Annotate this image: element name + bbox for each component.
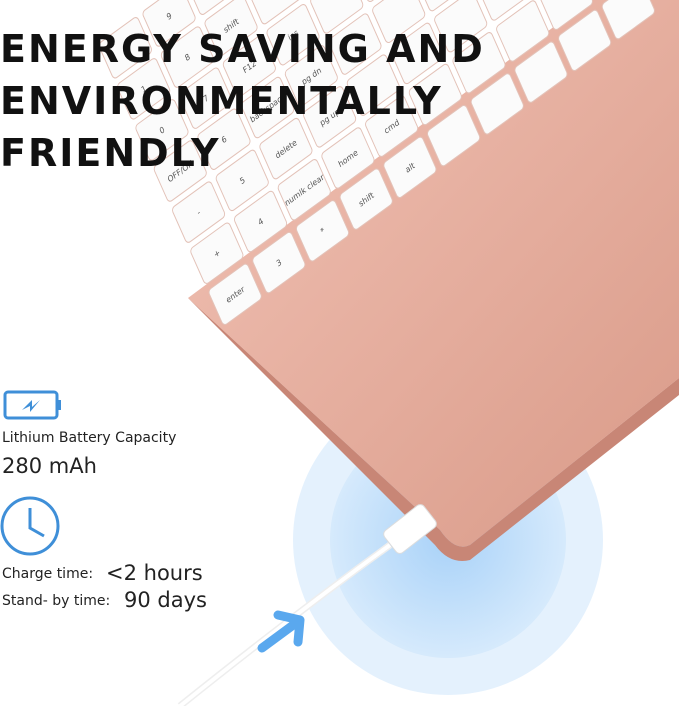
key	[408, 63, 462, 126]
key	[160, 26, 214, 88]
key-label: -	[195, 207, 202, 218]
key	[135, 99, 189, 161]
key-label: 0	[158, 124, 166, 136]
key	[346, 54, 400, 116]
standby-value: 90 days	[124, 588, 207, 612]
key	[496, 0, 550, 62]
headline: ENERGY SAVING AND	[0, 27, 485, 71]
battery-value: 280 mAh	[2, 454, 97, 478]
headline: FRIENDLY	[0, 131, 221, 175]
key	[477, 0, 531, 21]
key	[241, 76, 295, 139]
key	[303, 86, 357, 148]
key	[296, 200, 350, 262]
battery-label: Lithium Battery Capacity	[2, 430, 177, 446]
key	[266, 3, 320, 66]
key	[248, 0, 302, 25]
usb-plug	[383, 504, 437, 554]
key-label: 1	[140, 83, 148, 95]
key	[190, 222, 244, 284]
key	[259, 117, 313, 180]
clock-hands	[28, 508, 45, 538]
key-label: +	[212, 247, 222, 260]
key-label: 8	[183, 51, 191, 63]
bolt	[22, 400, 40, 412]
key	[321, 127, 375, 189]
key	[390, 22, 444, 85]
key	[383, 136, 437, 199]
key	[179, 67, 233, 129]
key-label: 4	[256, 215, 264, 227]
key	[186, 0, 240, 15]
key	[601, 0, 655, 40]
charge-value: <2 hours	[106, 561, 203, 585]
key	[153, 140, 207, 202]
key	[142, 0, 196, 47]
key	[284, 45, 338, 107]
key	[234, 190, 288, 253]
key-label: 3	[275, 256, 283, 268]
key	[372, 0, 426, 44]
key	[452, 32, 506, 94]
key-label: 7	[202, 92, 210, 104]
battery-tip	[57, 400, 61, 410]
key	[277, 158, 331, 221]
key	[434, 0, 488, 53]
key-label: 2	[121, 42, 129, 54]
standby-label: Stand- by time:	[2, 593, 111, 609]
key	[539, 0, 593, 31]
key	[117, 58, 171, 120]
key	[339, 168, 393, 230]
key	[514, 41, 568, 103]
key-label: 9	[165, 10, 173, 22]
key	[252, 231, 306, 294]
key	[222, 35, 276, 98]
clock-icon	[0, 496, 60, 556]
key	[470, 73, 524, 135]
key	[328, 13, 382, 75]
key-label: 6	[220, 133, 228, 145]
arrow	[257, 610, 305, 653]
key-label: *	[319, 225, 326, 237]
key	[558, 9, 612, 72]
key	[172, 181, 226, 243]
key	[208, 263, 262, 326]
key	[98, 17, 152, 79]
key-label: 5	[238, 174, 246, 186]
key	[310, 0, 364, 34]
key	[427, 104, 481, 167]
headline: ENVIRONMENTALLY	[0, 79, 443, 123]
key	[197, 108, 251, 171]
key	[204, 0, 258, 57]
key	[215, 149, 269, 212]
charge-label: Charge time:	[2, 566, 94, 582]
keyboard-body	[188, 0, 679, 547]
key-label: alt	[404, 160, 416, 175]
key	[365, 95, 419, 157]
